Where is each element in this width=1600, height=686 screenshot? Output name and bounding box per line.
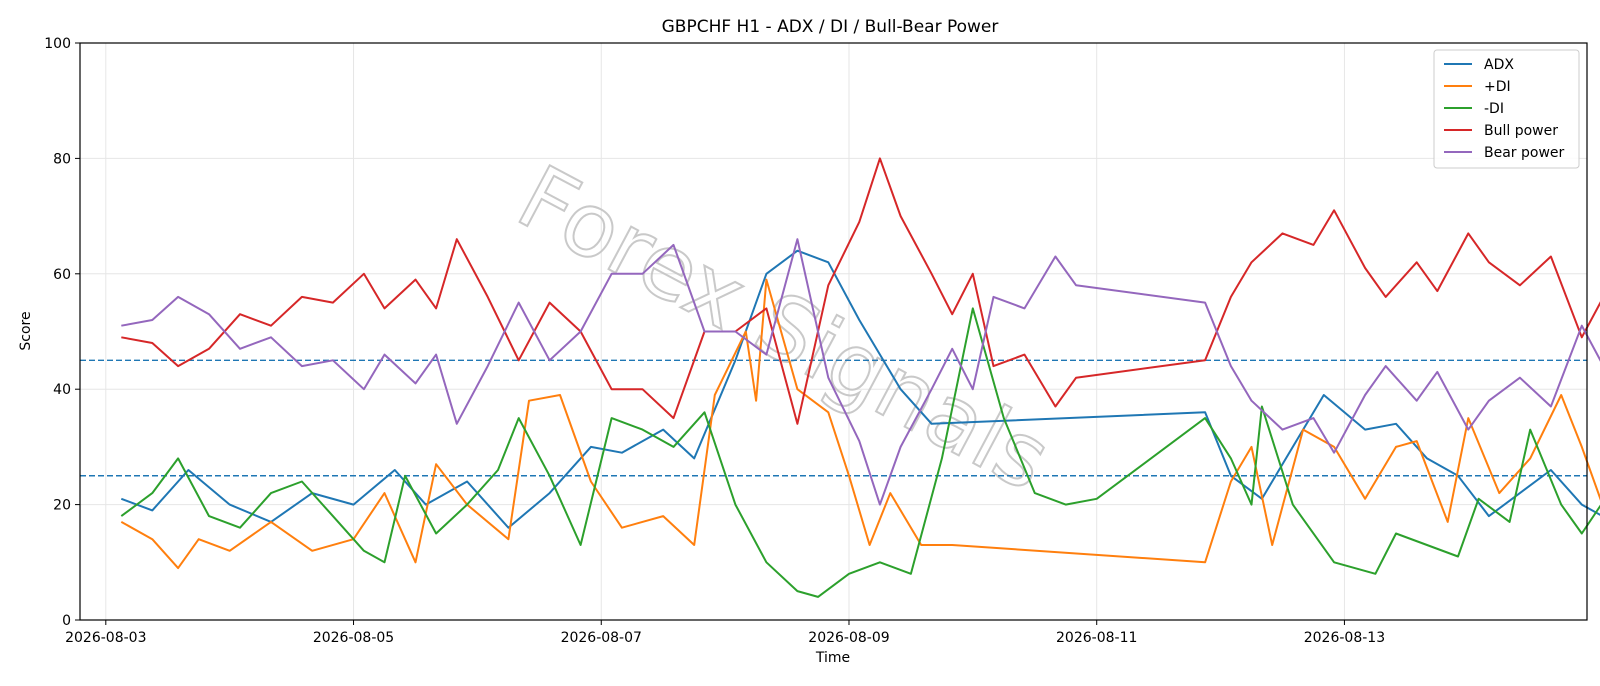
y-axis-label: Score xyxy=(18,311,34,350)
x-tick-label: 2026-08-07 xyxy=(561,630,642,646)
y-tick-label: 100 xyxy=(44,36,71,52)
series-line-di xyxy=(120,307,1600,598)
x-tick-label: 2026-08-13 xyxy=(1304,630,1385,646)
series-lines xyxy=(120,157,1600,598)
series-line-di xyxy=(120,278,1600,570)
y-tick-label: 0 xyxy=(62,613,71,629)
chart-title: GBPCHF H1 - ADX / DI / Bull-Bear Power xyxy=(662,17,999,37)
y-axis: 0 20 40 60 80 100 xyxy=(44,36,80,629)
legend-label: ADX xyxy=(1484,57,1514,73)
legend: ADX +DI -DI Bull power Bear power xyxy=(1433,49,1580,169)
x-tick-label: 2026-08-09 xyxy=(808,630,889,646)
x-tick-label: 2026-08-03 xyxy=(65,630,146,646)
y-tick-label: 40 xyxy=(53,382,71,398)
x-tick-label: 2026-08-05 xyxy=(313,630,394,646)
x-axis: 2026-08-03 2026-08-05 2026-08-07 2026-08-09… xyxy=(65,620,1385,646)
legend-label: Bull power xyxy=(1484,123,1558,139)
legend-label: Bear power xyxy=(1484,145,1565,161)
y-tick-label: 80 xyxy=(53,151,71,167)
legend-label: +DI xyxy=(1484,79,1511,95)
legend-box xyxy=(1433,49,1580,169)
plot-frame xyxy=(79,42,1588,621)
y-tick-label: 60 xyxy=(53,267,71,283)
legend-label: -DI xyxy=(1484,101,1504,117)
series-line-adx xyxy=(120,249,1600,529)
reference-lines xyxy=(80,359,1587,477)
x-tick-label: 2026-08-11 xyxy=(1056,630,1137,646)
series-line-bear-power xyxy=(121,238,1600,506)
x-axis-label: Time xyxy=(815,650,850,666)
series-line-bull-power xyxy=(121,157,1600,425)
y-tick-label: 20 xyxy=(53,498,71,514)
